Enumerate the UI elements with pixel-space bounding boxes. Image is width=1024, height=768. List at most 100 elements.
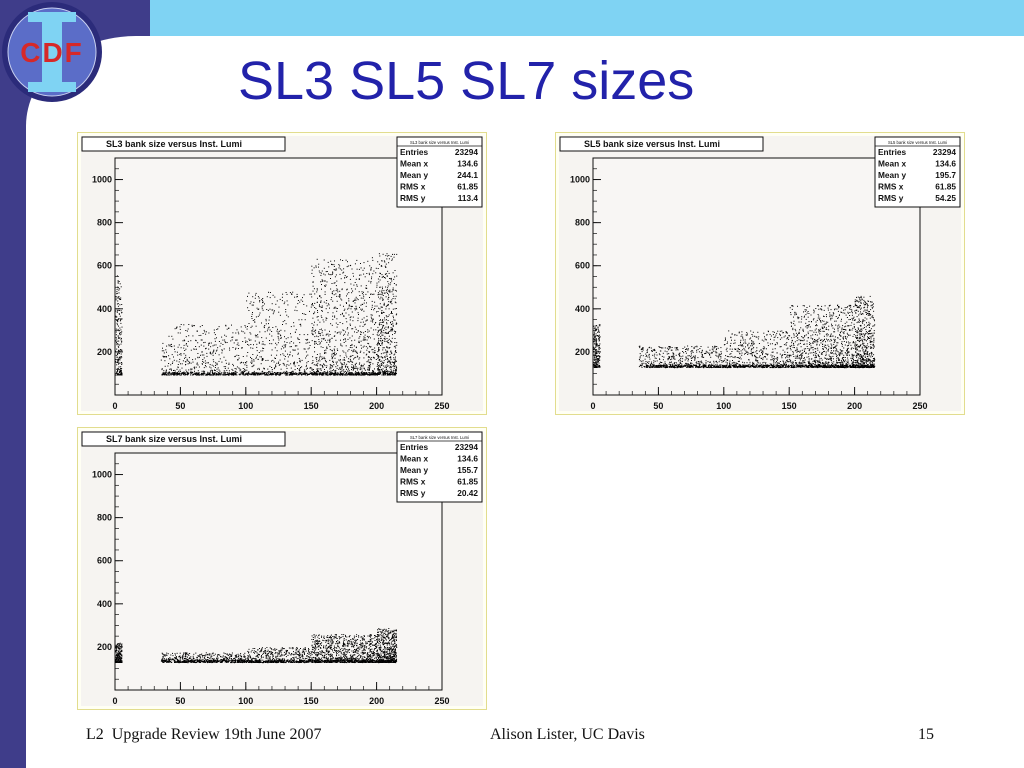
data-point [386,346,388,348]
data-point [783,361,785,363]
data-point [252,312,253,313]
data-point [345,340,347,342]
data-point [317,297,318,299]
data-point [209,364,211,366]
data-point [673,356,675,358]
data-point [117,305,119,307]
data-point [336,300,338,302]
data-point [379,255,381,257]
data-point [691,362,693,364]
data-point [116,361,118,363]
data-point [776,362,778,364]
data-point [326,271,328,272]
data-point [212,352,214,354]
data-point [851,311,853,313]
data-point [393,373,395,375]
data-point [841,307,843,309]
data-point [163,356,165,357]
data-point [720,352,722,354]
data-point [787,351,789,353]
data-point [362,372,365,374]
data-point [263,373,265,375]
data-point [223,366,225,368]
data-point [368,272,370,274]
data-point [118,357,120,359]
data-point [277,336,279,338]
data-point [330,260,332,262]
data-point [594,336,596,338]
data-point [118,359,119,361]
data-point [840,364,842,366]
data-point [284,320,286,322]
data-point [225,335,227,337]
data-point [828,329,830,331]
data-point [757,362,759,364]
data-point [336,326,338,328]
data-point [322,310,323,312]
data-point [332,366,334,368]
data-point [332,355,334,357]
data-point [598,355,600,356]
data-point [224,373,226,375]
data-point [324,329,326,331]
data-point [795,314,797,315]
data-point [352,367,354,369]
data-point [382,334,384,336]
data-point [662,352,664,354]
data-point [261,371,263,373]
data-point [319,355,321,357]
data-point [361,291,363,293]
data-point [320,297,322,299]
data-point [802,330,804,332]
data-point [774,348,776,350]
data-point [329,307,330,309]
data-point [727,365,729,367]
data-point [312,290,314,292]
data-point [212,372,214,375]
data-point [251,372,253,374]
data-point [320,300,322,302]
data-point [372,371,374,373]
data-point [794,341,796,343]
data-point [746,334,748,336]
data-point [653,360,655,362]
data-point [366,273,368,274]
data-point [358,340,360,342]
stats-value: 23294 [455,147,478,157]
data-point [176,372,178,374]
data-point [322,367,324,369]
data-point [200,334,202,336]
data-point [363,352,365,354]
data-point [273,311,275,313]
data-point [833,353,835,355]
data-point [802,305,804,307]
stats-box [396,136,483,208]
data-point [347,373,349,375]
data-point [776,365,778,367]
data-point [237,331,239,333]
data-point [785,332,787,334]
data-point [185,361,187,363]
data-point [321,288,322,290]
data-point [394,370,396,372]
data-point [271,335,273,337]
data-point [666,365,668,367]
data-point [726,362,728,364]
data-point [389,300,391,302]
data-point [168,344,170,346]
data-point [350,374,353,376]
data-point [248,371,250,373]
data-point [161,374,163,376]
data-point [160,359,162,361]
data-point [641,348,643,350]
data-point [756,336,758,338]
data-point [231,372,233,374]
data-point [793,333,795,335]
data-point [115,360,117,362]
data-point [117,369,118,371]
data-point [213,361,215,363]
data-point [794,314,796,316]
data-point [257,315,259,317]
data-point [167,365,169,367]
data-point [707,367,708,368]
